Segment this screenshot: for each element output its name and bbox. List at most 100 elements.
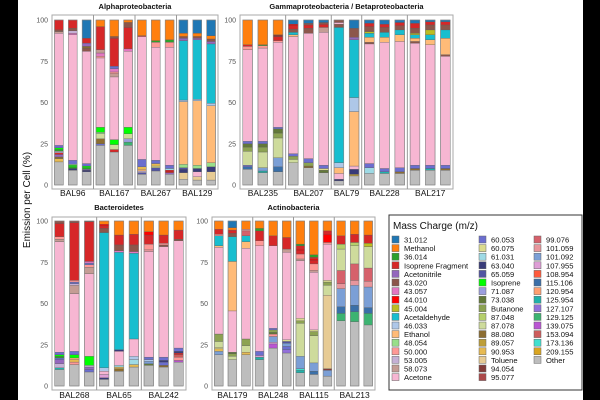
bar-segment (309, 370, 319, 375)
bar-segment (364, 23, 375, 27)
legend-label: 50.000 (404, 347, 427, 356)
group-label: BAL129 (182, 188, 213, 198)
bar-segment (379, 168, 390, 172)
bar-segment (336, 313, 346, 321)
bar-segment (282, 341, 292, 344)
bar-segment (349, 37, 360, 40)
bar-segment (288, 32, 299, 35)
bar-outline (227, 220, 238, 387)
bar-segment (242, 46, 253, 50)
bar-segment (273, 40, 284, 43)
bar-segment (440, 56, 451, 166)
bar-segment (123, 141, 133, 146)
bar-BAL248-1 (254, 220, 265, 387)
bar-segment (322, 234, 332, 243)
bar-segment (54, 369, 65, 387)
legend-label: 115.106 (546, 279, 573, 288)
legend-label: 65.059 (491, 270, 514, 279)
bar-segment (69, 222, 80, 281)
bar-segment (273, 127, 284, 130)
bar-BAL228-3 (394, 19, 405, 186)
bar-segment (241, 229, 251, 232)
bar-segment (68, 168, 78, 171)
bar-segment (318, 22, 329, 25)
bar-segment (363, 234, 373, 244)
legend-item: Other (533, 356, 565, 365)
bar-segment (255, 245, 265, 352)
bar-segment (282, 252, 292, 340)
bar-outline (54, 220, 65, 387)
group-label: BAL179 (217, 390, 248, 400)
bar-segment (425, 169, 436, 186)
bar-segment (114, 349, 124, 352)
bar-segment (379, 32, 390, 38)
legend-item: 58.073 (391, 365, 427, 374)
y-tick-label: 100 (224, 18, 236, 25)
bar-segment (241, 220, 251, 230)
bar-segment (242, 165, 253, 167)
bar-segment (363, 324, 373, 387)
bar-segment (84, 262, 95, 265)
bar-segment (109, 139, 119, 145)
bar-segment (318, 168, 329, 171)
bar-segment (322, 243, 332, 281)
bar-segment (128, 251, 139, 254)
legend-swatch (533, 252, 542, 261)
legend-swatch (533, 295, 542, 304)
bar-segment (137, 166, 147, 170)
legend-swatch (533, 321, 542, 330)
bar-segment (350, 263, 360, 281)
legend-label: 87.078 (491, 322, 514, 331)
bar-segment (318, 19, 329, 23)
legend-label: 88.080 (491, 330, 514, 339)
bar-segment (143, 356, 154, 360)
bar-segment (82, 51, 92, 164)
bar-segment (128, 338, 139, 357)
bar-segment (158, 360, 169, 363)
legend-item: 94.054 (478, 365, 514, 374)
bar-BAL179-2 (227, 220, 238, 387)
bar-segment (99, 228, 110, 233)
bar-BAL179-1 (214, 220, 224, 387)
bar-BAL213-1 (336, 220, 346, 387)
bar-segment (242, 19, 253, 45)
bar-segment (82, 47, 92, 52)
bar-segment (379, 37, 390, 43)
bar-segment (425, 44, 436, 166)
bar-segment (336, 243, 346, 250)
legend-label: 209.155 (546, 347, 573, 356)
legend-item: Toluene (478, 356, 518, 365)
legend-label: 46.033 (404, 322, 427, 331)
legend-item: Acetone (391, 373, 432, 382)
bar-segment (273, 157, 284, 167)
bar-segment (241, 338, 251, 346)
bar-outline (268, 220, 278, 387)
bar-segment (151, 160, 161, 164)
legend-label: 101.092 (546, 253, 573, 262)
bar-segment (114, 370, 124, 387)
bar-segment (227, 353, 237, 357)
bar-segment (158, 365, 169, 368)
bar-segment (333, 27, 344, 163)
bar-segment (68, 169, 78, 186)
legend-label: Isoprene Fragment (404, 261, 469, 270)
bar-outline (282, 220, 292, 387)
bar-segment (303, 23, 314, 26)
bar-BAL242-3 (173, 220, 184, 387)
bar-segment (295, 318, 305, 321)
bar-segment (165, 174, 175, 186)
bar-segment (268, 235, 278, 246)
bar-segment (123, 48, 133, 52)
bar-segment (109, 38, 119, 67)
bar-segment (364, 37, 375, 43)
bar-segment (82, 169, 92, 172)
legend-swatch (478, 356, 487, 364)
legend-item: Acetonitrile (391, 270, 442, 279)
bar-segment (282, 237, 292, 250)
bar-segment (309, 254, 319, 258)
bar-segment (318, 172, 329, 186)
bar-segment (394, 171, 405, 174)
y-tick-label: 50 (200, 301, 208, 308)
bar-segment (99, 379, 110, 387)
legend-item: 65.059 (478, 270, 514, 279)
